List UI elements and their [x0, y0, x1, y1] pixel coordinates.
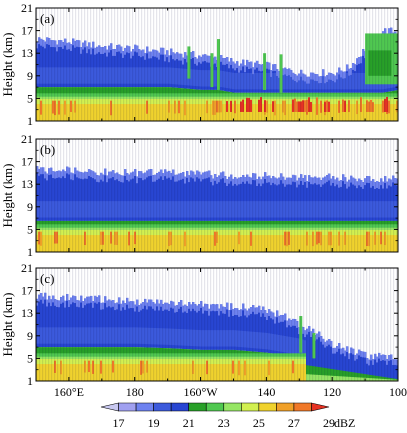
y-tick-label: 1	[27, 114, 33, 128]
x-tick-label: 100	[389, 385, 407, 399]
colorbar-tick-label: 27	[288, 416, 300, 430]
y-tick-label: 13	[21, 306, 33, 320]
y-tick-label: 5	[27, 351, 33, 365]
colorbar-segment	[258, 402, 277, 412]
colorbar-segment	[241, 402, 260, 412]
y-axis-label: Height (km)	[0, 164, 15, 228]
colorbar-segment	[293, 402, 312, 412]
y-tick-label: 17	[21, 24, 33, 38]
colorbar-segment	[188, 402, 207, 412]
colorbar-tick-label: 21	[183, 416, 195, 430]
colorbar-tick-label: 19	[148, 416, 160, 430]
panel-1: 1 5 9 13 17 21 (a) Height (km)	[0, 1, 399, 128]
colorbar-tick-label: 23	[218, 416, 230, 430]
y-axis-label: Height (km)	[0, 33, 15, 97]
colorbar-tick-label: 17	[113, 416, 125, 430]
panel-2: 1 5 9 13 17 21 (b) Height (km)	[0, 132, 399, 259]
colorbar-tick-label: 29	[323, 416, 335, 430]
colorbar-segment	[153, 402, 172, 412]
panel-3: 1 5 9 13 17 21 (c) Height (km)	[0, 261, 399, 388]
panel-label: (c)	[40, 271, 54, 286]
colorbar-segment	[276, 402, 295, 412]
y-tick-label: 5	[27, 91, 33, 105]
colorbar-tick-label: 25	[253, 416, 265, 430]
y-tick-label: 21	[21, 132, 33, 146]
y-tick-label: 17	[21, 284, 33, 298]
y-tick-label: 9	[27, 69, 33, 83]
y-tick-label: 1	[27, 374, 33, 388]
y-tick-label: 5	[27, 222, 33, 236]
colorbar-segment	[100, 402, 119, 412]
colorbar-segment	[311, 402, 330, 412]
colorbar-segment	[223, 402, 242, 412]
y-tick-label: 21	[21, 1, 33, 15]
y-tick-label: 9	[27, 200, 33, 214]
y-tick-label: 17	[21, 155, 33, 169]
panel-label: (a)	[40, 11, 54, 26]
colorbar-segment	[135, 402, 154, 412]
colorbar-segment	[205, 402, 225, 412]
x-tick-label: 140	[257, 385, 275, 399]
colorbar-unit: dBZ	[334, 416, 355, 430]
y-tick-label: 9	[27, 329, 33, 343]
y-tick-label: 21	[21, 261, 33, 275]
x-tick-label: 120	[323, 385, 341, 399]
colorbar-segment	[170, 402, 189, 412]
colorbar-segment	[118, 402, 137, 412]
colorbar: 17 19 21 23 25 27 29 dBZ	[100, 402, 355, 430]
y-tick-label: 13	[21, 46, 33, 60]
y-axis-label: Height (km)	[0, 293, 15, 357]
y-tick-label: 1	[27, 245, 33, 259]
x-tick-label: 160°W	[183, 385, 218, 399]
panel-label: (b)	[40, 142, 55, 157]
x-tick-label: 180	[126, 385, 144, 399]
x-tick-label: 160°E	[54, 385, 84, 399]
y-tick-label: 13	[21, 177, 33, 191]
